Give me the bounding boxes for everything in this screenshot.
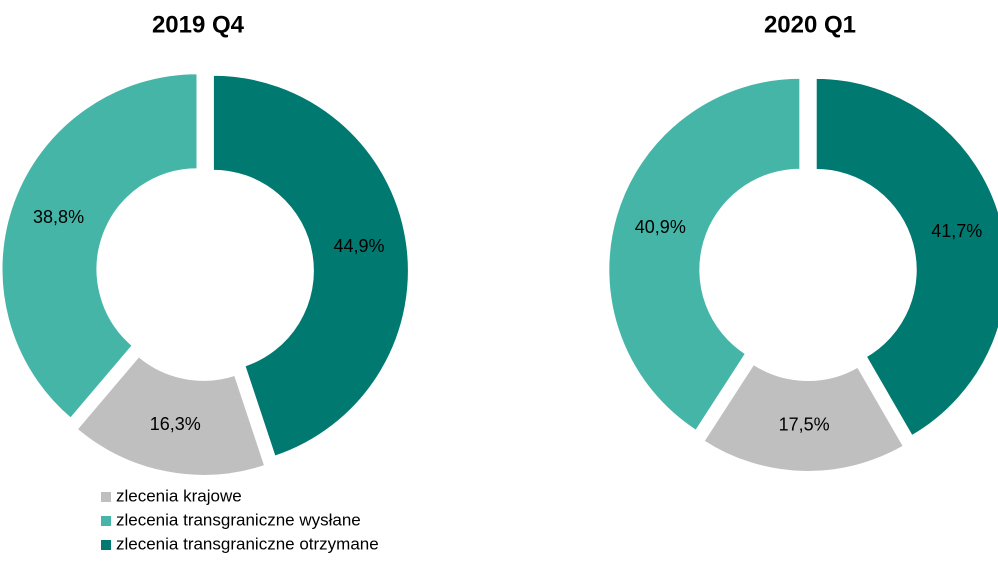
donut-slice bbox=[0, 72, 199, 421]
data-label: 44,9% bbox=[333, 236, 384, 256]
donut-slice bbox=[211, 73, 410, 459]
donut-slice bbox=[702, 362, 906, 473]
legend-swatch bbox=[101, 492, 111, 502]
chart-title: 2020 Q1 bbox=[764, 11, 856, 38]
legend-label: zlecenia transgraniczne wysłane bbox=[116, 510, 361, 529]
chart-title: 2019 Q4 bbox=[152, 11, 245, 38]
legend-label: zlecenia krajowe bbox=[116, 486, 242, 505]
data-label: 17,5% bbox=[779, 415, 830, 435]
donut-slice bbox=[607, 76, 802, 433]
legend-label: zlecenia transgraniczne otrzymane bbox=[116, 534, 379, 553]
data-label: 41,7% bbox=[931, 221, 982, 241]
data-label: 16,3% bbox=[150, 414, 201, 434]
data-label: 40,9% bbox=[635, 217, 686, 237]
legend-swatch bbox=[101, 540, 111, 550]
data-label: 38,8% bbox=[33, 207, 84, 227]
legend-swatch bbox=[101, 516, 111, 526]
donut-slice bbox=[75, 354, 267, 477]
donut-slice bbox=[814, 76, 998, 438]
